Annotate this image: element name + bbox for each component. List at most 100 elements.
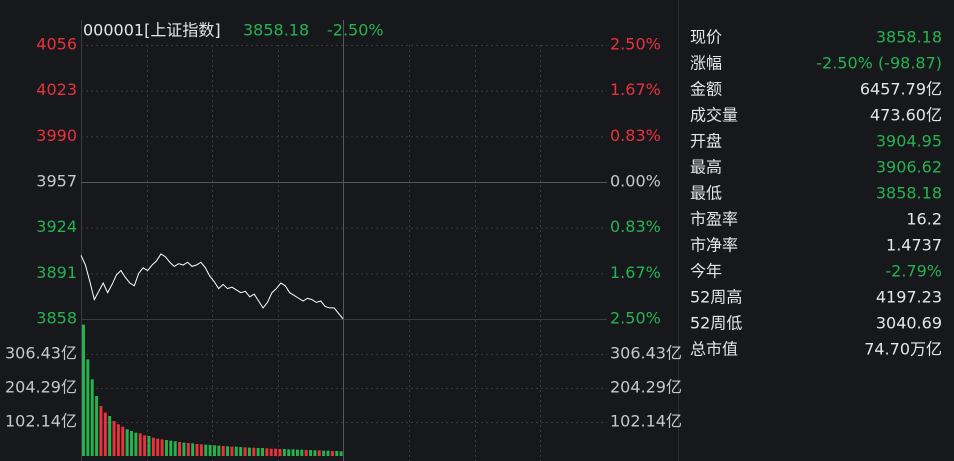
quote-label: 成交量: [690, 106, 738, 125]
y-tick-label: 102.14亿: [5, 411, 77, 430]
quote-value: 3906.62: [876, 158, 942, 177]
volume-bar: [86, 359, 90, 456]
volume-bar: [191, 443, 195, 456]
quote-value: -2.79%: [885, 262, 942, 281]
quote-label: 最高: [690, 158, 722, 177]
volume-bar: [195, 444, 199, 456]
volume-bar: [282, 449, 286, 456]
volume-bar: [291, 449, 295, 456]
quote-label: 涨幅: [690, 54, 722, 73]
quote-value: -2.50% (-98.87): [816, 54, 942, 73]
volume-bar: [274, 448, 278, 456]
volume-bar: [103, 412, 107, 456]
y-tick-label: 4056: [36, 35, 77, 54]
volume-bar: [217, 445, 221, 456]
quote-value: 16.2: [906, 210, 942, 229]
y2-tick-label: 2.50%: [610, 309, 661, 328]
volume-bar: [160, 439, 164, 456]
quote-value: 74.70万亿: [864, 340, 942, 359]
volume-bar: [156, 438, 160, 456]
volume-bar: [230, 446, 234, 456]
volume-bar: [99, 406, 103, 456]
volume-bar: [186, 443, 190, 456]
volume-bar: [112, 421, 116, 456]
volume-bar: [317, 450, 321, 456]
volume-bar: [287, 449, 291, 456]
y-tick-label: 3858: [36, 309, 77, 328]
volume-bar: [199, 444, 203, 456]
quote-label: 市净率: [690, 236, 738, 255]
volume-bar: [300, 449, 304, 456]
y2-tick-label: 1.67%: [610, 80, 661, 99]
y2-tick-label: 0.83%: [610, 217, 661, 236]
volume-bar: [256, 448, 260, 456]
y-tick-label: 306.43亿: [610, 343, 682, 362]
y2-tick-label: 2.50%: [610, 35, 661, 54]
y-tick-label: 306.43亿: [5, 343, 77, 362]
volume-bar: [213, 445, 216, 456]
volume-bar: [125, 429, 129, 456]
volume-bar: [108, 416, 112, 456]
volume-bar: [226, 446, 230, 456]
volume-bar: [173, 441, 177, 456]
y-tick-label: 102.14亿: [610, 411, 682, 430]
volume-bar: [239, 447, 243, 456]
volume-bar: [326, 450, 330, 456]
y-tick-label: 3990: [36, 126, 77, 145]
volume-bar: [322, 450, 326, 456]
volume-bar: [221, 446, 225, 456]
quote-label: 市盈率: [690, 210, 738, 229]
volume-bar: [164, 440, 168, 456]
quote-label: 今年: [690, 262, 722, 281]
quote-label: 52周高: [690, 288, 742, 307]
volume-bar: [134, 432, 138, 456]
quote-value: 1.4737: [886, 236, 942, 255]
volume-bar: [330, 451, 334, 456]
volume-bar: [265, 448, 269, 456]
volume-bar: [116, 424, 120, 456]
volume-bar: [295, 449, 299, 456]
volume-bar: [313, 450, 317, 456]
y-tick-label: 3924: [36, 217, 77, 236]
quote-label: 总市值: [690, 340, 738, 359]
volume-bar: [247, 447, 251, 456]
y2-tick-label: 1.67%: [610, 263, 661, 282]
quote-value: 3858.18: [876, 28, 942, 47]
quote-value: 3904.95: [876, 132, 942, 151]
volume-bar: [339, 451, 343, 456]
price-line: [80, 253, 344, 320]
volume-bar: [234, 446, 238, 456]
volume-bar: [335, 451, 339, 456]
quote-label: 52周低: [690, 314, 742, 333]
volume-bar: [169, 440, 173, 456]
quote-value: 3040.69: [876, 314, 942, 333]
volume-bar: [143, 435, 147, 456]
y-tick-label: 3957: [36, 172, 77, 191]
volume-bar: [182, 442, 186, 456]
volume-bar: [278, 449, 282, 456]
quote-value: 3858.18: [876, 184, 942, 203]
quote-value: 473.60亿: [870, 106, 942, 125]
volume-bar: [252, 447, 256, 456]
volume-bar: [147, 436, 151, 456]
quote-value: 6457.79亿: [860, 80, 942, 99]
index-price: 3858.18: [243, 21, 309, 40]
volume-bar: [82, 324, 85, 456]
index-change: -2.50%: [327, 21, 384, 40]
y2-tick-label: 0.00%: [610, 172, 661, 191]
y-tick-label: 204.29亿: [5, 377, 77, 396]
y-tick-label: 3891: [36, 263, 77, 282]
volume-bar: [90, 379, 94, 456]
y2-tick-label: 0.83%: [610, 126, 661, 145]
quote-value: 4197.23: [876, 288, 942, 307]
quote-label: 最低: [690, 184, 722, 203]
volume-bar: [261, 448, 264, 456]
volume-bar: [269, 448, 273, 456]
quote-label: 开盘: [690, 132, 722, 151]
volume-bar: [243, 447, 247, 456]
volume-bar: [304, 450, 308, 456]
volume-bar: [178, 442, 182, 456]
